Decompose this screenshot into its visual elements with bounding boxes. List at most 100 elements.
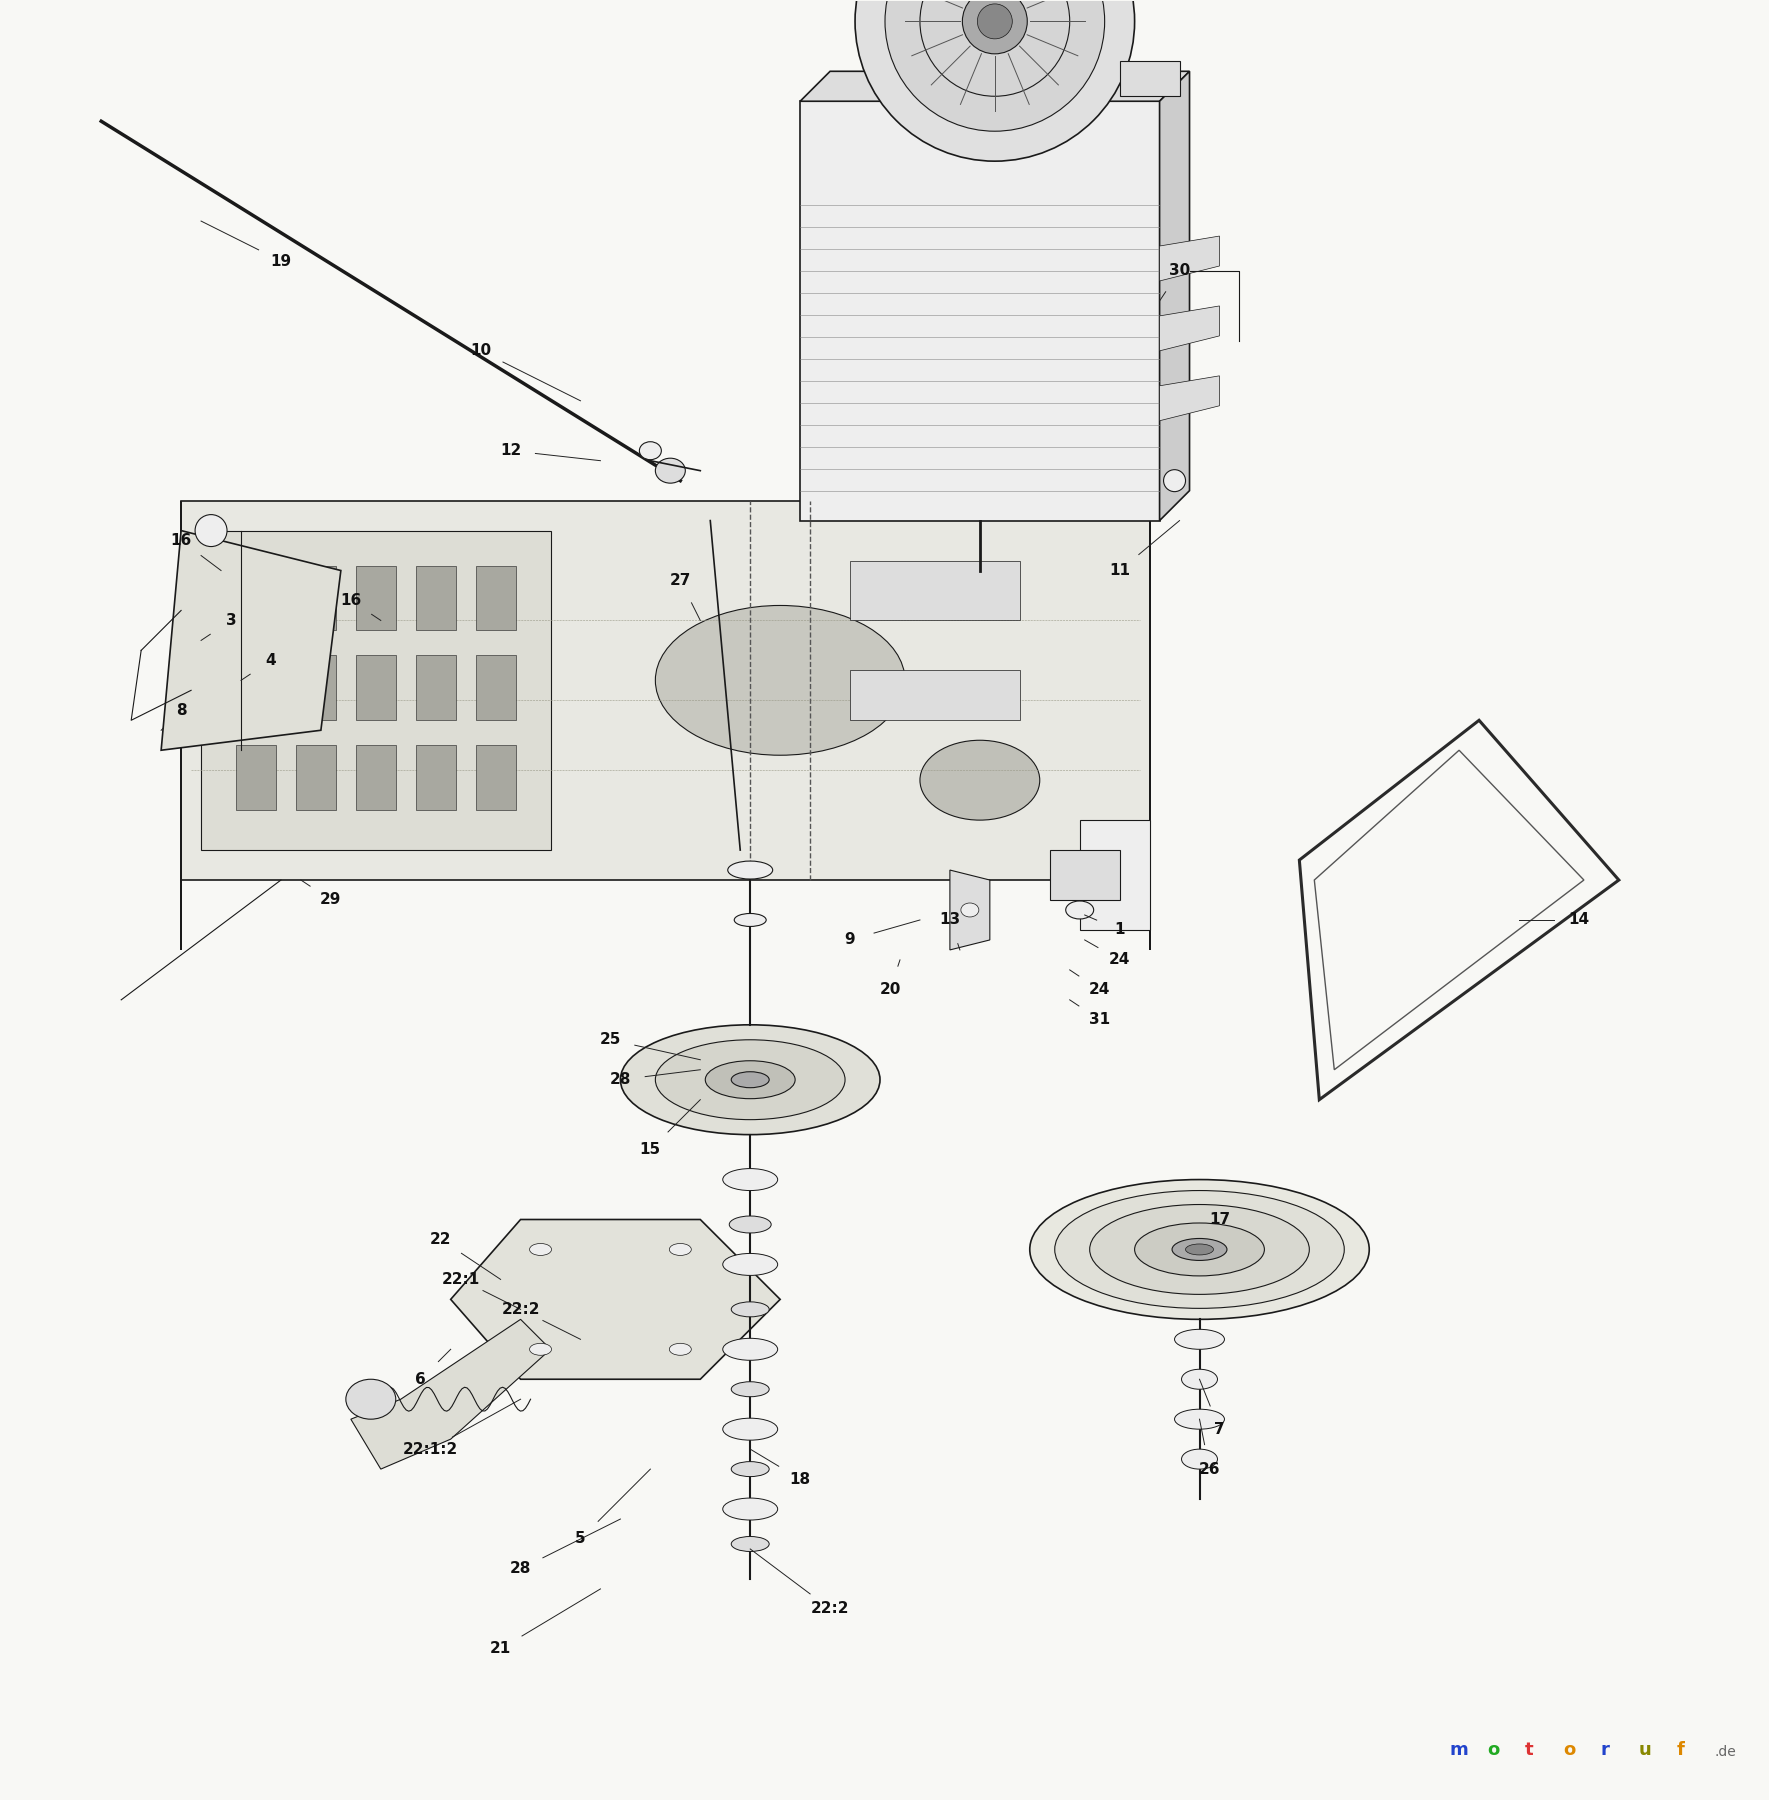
Ellipse shape (669, 1244, 692, 1255)
Ellipse shape (1182, 1370, 1217, 1390)
Text: r: r (1601, 1741, 1610, 1759)
Ellipse shape (1134, 1222, 1265, 1276)
Text: 27: 27 (670, 572, 692, 589)
Ellipse shape (1175, 1409, 1224, 1429)
Ellipse shape (1065, 902, 1093, 920)
Ellipse shape (884, 0, 1104, 131)
Polygon shape (1159, 236, 1219, 281)
Polygon shape (295, 745, 336, 810)
Polygon shape (295, 655, 336, 720)
Text: 28: 28 (610, 1073, 632, 1087)
Text: 9: 9 (846, 932, 856, 947)
Ellipse shape (724, 1339, 778, 1361)
Ellipse shape (724, 1253, 778, 1276)
Text: 12: 12 (501, 443, 522, 459)
Polygon shape (800, 101, 1159, 520)
Ellipse shape (655, 459, 685, 482)
Text: u: u (1638, 1741, 1652, 1759)
Polygon shape (235, 655, 276, 720)
Text: 24: 24 (1090, 983, 1111, 997)
Ellipse shape (639, 441, 662, 459)
Polygon shape (851, 670, 1019, 720)
Text: 25: 25 (600, 1031, 621, 1048)
Ellipse shape (655, 1040, 846, 1120)
Ellipse shape (854, 0, 1134, 162)
Text: 1: 1 (1114, 922, 1125, 938)
Text: 26: 26 (1199, 1462, 1221, 1476)
Ellipse shape (1054, 1190, 1344, 1309)
Ellipse shape (729, 1217, 771, 1233)
Polygon shape (416, 745, 456, 810)
Polygon shape (451, 1219, 780, 1379)
Text: 13: 13 (939, 913, 961, 927)
Ellipse shape (731, 1537, 770, 1552)
Text: 4: 4 (265, 653, 276, 668)
Text: 18: 18 (789, 1472, 810, 1487)
Text: 16: 16 (340, 592, 361, 608)
Polygon shape (161, 531, 341, 751)
Ellipse shape (1164, 470, 1185, 491)
Text: o: o (1488, 1741, 1500, 1759)
Text: 22:2: 22:2 (501, 1301, 540, 1318)
Text: m: m (1449, 1741, 1468, 1759)
Text: 29: 29 (320, 893, 341, 907)
Ellipse shape (731, 1462, 770, 1476)
Text: 14: 14 (1569, 913, 1590, 927)
Polygon shape (1159, 72, 1189, 520)
Polygon shape (851, 560, 1019, 621)
Polygon shape (356, 655, 396, 720)
Text: 5: 5 (575, 1532, 586, 1546)
Ellipse shape (655, 605, 906, 756)
Text: o: o (1564, 1741, 1574, 1759)
Ellipse shape (529, 1244, 552, 1255)
Text: 7: 7 (1214, 1422, 1224, 1436)
Polygon shape (950, 869, 991, 950)
Ellipse shape (961, 904, 978, 916)
Polygon shape (180, 500, 1150, 880)
Ellipse shape (731, 1071, 770, 1087)
Polygon shape (476, 565, 515, 630)
Ellipse shape (724, 1498, 778, 1519)
Text: 22: 22 (430, 1231, 451, 1247)
Text: f: f (1677, 1741, 1684, 1759)
Polygon shape (1049, 850, 1120, 900)
Polygon shape (350, 1319, 550, 1469)
Ellipse shape (920, 740, 1040, 821)
Ellipse shape (1182, 1449, 1217, 1469)
Text: 20: 20 (879, 983, 900, 997)
Polygon shape (356, 745, 396, 810)
Text: 19: 19 (271, 254, 292, 268)
Ellipse shape (734, 913, 766, 927)
Text: 10: 10 (471, 344, 492, 358)
Polygon shape (235, 565, 276, 630)
Text: 22:1: 22:1 (442, 1273, 479, 1287)
Polygon shape (235, 745, 276, 810)
Ellipse shape (669, 1343, 692, 1355)
Polygon shape (800, 72, 1189, 101)
Text: 11: 11 (1109, 563, 1130, 578)
Polygon shape (476, 745, 515, 810)
Polygon shape (1159, 376, 1219, 421)
Ellipse shape (1185, 1244, 1214, 1255)
Text: 28: 28 (509, 1561, 531, 1577)
Text: 22:2: 22:2 (810, 1602, 849, 1616)
Polygon shape (476, 655, 515, 720)
Ellipse shape (621, 1024, 879, 1134)
Text: t: t (1525, 1741, 1534, 1759)
Polygon shape (202, 531, 550, 850)
Ellipse shape (962, 0, 1028, 54)
Ellipse shape (724, 1418, 778, 1440)
Polygon shape (356, 565, 396, 630)
Text: 31: 31 (1090, 1012, 1111, 1028)
Text: .de: .de (1714, 1744, 1737, 1759)
Text: 8: 8 (175, 702, 186, 718)
Ellipse shape (976, 4, 1012, 40)
Polygon shape (295, 565, 336, 630)
Ellipse shape (1175, 1330, 1224, 1350)
Text: 3: 3 (226, 614, 237, 628)
Ellipse shape (1030, 1179, 1369, 1319)
Polygon shape (1079, 821, 1150, 931)
Polygon shape (416, 655, 456, 720)
Text: 17: 17 (1208, 1211, 1229, 1228)
Text: 24: 24 (1109, 952, 1130, 967)
